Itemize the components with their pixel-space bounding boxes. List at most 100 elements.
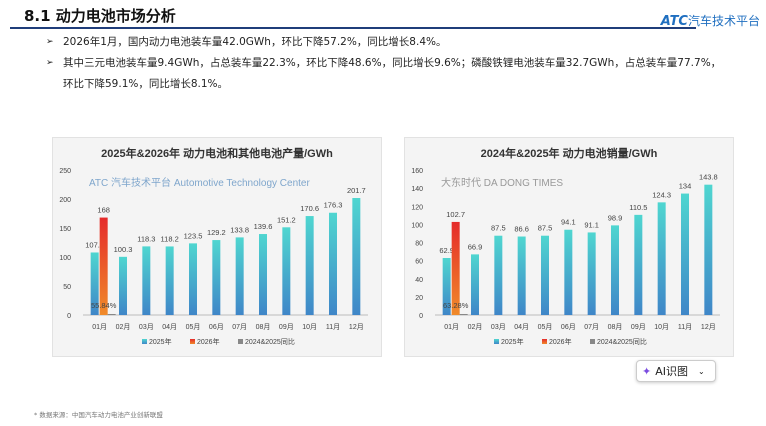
- bar-label-2025: 66.9: [468, 242, 483, 251]
- atc-logo: ATC汽车技术平台: [660, 14, 760, 29]
- chart-svg: 2025年&2026年 动力电池和其他电池产量/GWh ATC 汽车技术平台 Au…: [59, 146, 368, 346]
- legend-swatch: [590, 339, 595, 344]
- x-tick-label: 08月: [256, 323, 271, 331]
- x-tick-label: 05月: [186, 323, 201, 331]
- bar-2025: [657, 202, 666, 315]
- chart-sales: 2024年&2025年 动力电池销量/GWh 大东时代 DA DONG TIMES…: [404, 137, 734, 357]
- watermark: ATC 汽车技术平台 Automotive Technology Center: [89, 176, 310, 189]
- legend-label: 2024&2025同比: [245, 337, 295, 346]
- bar-2026: [99, 217, 108, 315]
- y-tick-label: 120: [411, 204, 423, 211]
- bar-label-2025: 118.2: [161, 234, 179, 243]
- legend-swatch: [238, 339, 243, 344]
- y-tick-label: 100: [59, 255, 71, 262]
- bar-label-2026: 102.7: [446, 210, 465, 219]
- legend-label: 2025年: [501, 337, 524, 346]
- bar-label-yoy: 63.28%: [443, 301, 469, 310]
- legend-swatch: [190, 339, 195, 344]
- bar-label-yoy: 55.84%: [91, 301, 117, 310]
- x-tick-label: 06月: [561, 323, 576, 331]
- arrow-bullet-icon: ➢: [46, 58, 54, 68]
- bar-2025: [442, 257, 451, 315]
- x-tick-label: 04月: [162, 323, 177, 331]
- x-tick-label: 02月: [116, 323, 131, 331]
- y-tick-label: 250: [59, 168, 71, 175]
- title-divider: [10, 27, 696, 29]
- footnote: * 数据来源：中国汽车动力电池产业创新联盟: [34, 411, 163, 419]
- x-tick-label: 07月: [584, 323, 599, 331]
- bar-2025: [119, 256, 127, 315]
- bar-label-2025: 100.3: [114, 245, 133, 254]
- bar-label-2025: 201.7: [347, 186, 366, 195]
- bar-2025: [259, 234, 267, 315]
- bar-label-2025: 129.2: [207, 228, 226, 237]
- bar-label-2025: 143.8: [699, 173, 718, 182]
- bar-label-2025: 151.2: [277, 215, 296, 224]
- x-tick-label: 10月: [654, 323, 669, 331]
- y-tick-label: 150: [59, 226, 71, 233]
- y-tick-label: 140: [411, 186, 423, 193]
- bar-label-2025: 133.8: [230, 225, 249, 234]
- sparkle-icon: ✦: [642, 364, 652, 378]
- y-tick-label: 0: [67, 313, 71, 320]
- x-tick-label: 07月: [232, 323, 247, 331]
- bar-2025: [541, 235, 549, 315]
- x-tick-label: 01月: [92, 323, 107, 331]
- y-tick-label: 50: [63, 284, 71, 291]
- x-tick-label: 06月: [209, 323, 224, 331]
- bar-2025: [142, 246, 151, 315]
- x-tick-label: 09月: [279, 323, 294, 331]
- bar-2025: [611, 225, 619, 315]
- bar-label-2025: 91.1: [584, 220, 599, 229]
- x-tick-label: 05月: [538, 323, 553, 331]
- chart-title: 2024年&2025年 动力电池销量/GWh: [481, 146, 658, 160]
- y-tick-label: 40: [415, 277, 423, 284]
- bar-2026: [451, 221, 460, 315]
- bar-2025: [90, 252, 99, 315]
- y-tick-label: 200: [59, 197, 71, 204]
- y-tick-label: 80: [415, 241, 423, 248]
- bar-2025: [587, 232, 596, 315]
- chart-title: 2025年&2026年 动力电池和其他电池产量/GWh: [101, 146, 333, 160]
- y-tick-label: 60: [415, 259, 423, 266]
- bar-2025: [681, 193, 689, 315]
- legend-label: 2026年: [549, 337, 572, 346]
- bar-label-2025: 123.5: [184, 231, 203, 240]
- x-tick-label: 11月: [326, 323, 340, 331]
- x-tick-label: 12月: [349, 323, 364, 331]
- bar-2025: [235, 237, 244, 315]
- legend-label: 2024&2025同比: [597, 337, 647, 346]
- x-tick-label: 08月: [608, 323, 623, 331]
- bar-2025: [212, 240, 221, 315]
- legend-label: 2025年: [149, 337, 172, 346]
- x-tick-label: 01月: [444, 323, 459, 331]
- bar-2025: [189, 243, 197, 315]
- chart-svg: 2024年&2025年 动力电池销量/GWh 大东时代 DA DONG TIMES…: [411, 146, 720, 346]
- ai-recognize-button[interactable]: ✦ AI识图 ⌄: [636, 360, 716, 382]
- legend-label: 2026年: [197, 337, 220, 346]
- bar-label-2025: 118.3: [137, 234, 155, 243]
- bar-label-2025: 110.5: [629, 203, 647, 212]
- bar-label-2025: 170.6: [300, 204, 319, 213]
- bar-label-2025: 134: [679, 182, 692, 191]
- page-title: 8.1 动力电池市场分析: [24, 7, 176, 25]
- bar-yoy: [459, 314, 468, 315]
- x-tick-label: 09月: [631, 323, 646, 331]
- bar-2025: [704, 184, 713, 315]
- bar-2025: [329, 212, 337, 315]
- y-tick-label: 160: [411, 168, 423, 175]
- watermark: 大东时代 DA DONG TIMES: [441, 176, 563, 189]
- arrow-bullet-icon: ➢: [46, 37, 54, 47]
- bar-2025: [494, 235, 503, 315]
- x-tick-label: 10月: [302, 323, 317, 331]
- bar-label-2025: 98.9: [608, 213, 623, 222]
- bar-label-2025: 62.9: [439, 246, 454, 255]
- bar-2025: [517, 236, 526, 315]
- legend-swatch: [142, 339, 147, 344]
- y-tick-label: 0: [419, 313, 423, 320]
- chart-production: 2025年&2026年 动力电池和其他电池产量/GWh ATC 汽车技术平台 Au…: [52, 137, 382, 357]
- bar-2025: [471, 254, 479, 315]
- bar-2025: [165, 246, 174, 315]
- bullet-1: ➢ 2026年1月，国内动力电池装车量42.0GWh，环比下降57.2%，同比增长…: [46, 32, 726, 53]
- bar-label-2025: 124.3: [652, 190, 671, 199]
